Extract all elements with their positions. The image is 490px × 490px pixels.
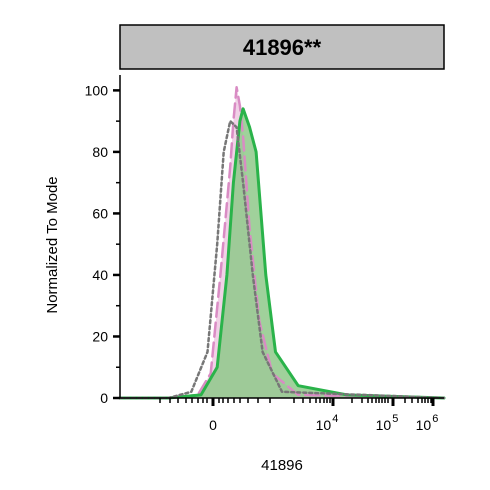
x-axis-title: 41896 xyxy=(261,457,303,474)
x-tick-label: 0 xyxy=(209,417,217,433)
y-tick-label: 60 xyxy=(92,205,108,221)
y-tick-label: 40 xyxy=(92,267,108,283)
axes-layer xyxy=(119,75,444,399)
series-dashed-line xyxy=(118,86,446,400)
x-tick-layer: 0 104 105 106 xyxy=(159,398,439,433)
series-dotted-line xyxy=(118,119,446,400)
x-tick-label: 106 xyxy=(416,413,439,433)
y-tick-label: 100 xyxy=(85,82,109,98)
x-tick-exponent: 5 xyxy=(392,413,398,425)
y-tick-label: 20 xyxy=(92,328,108,344)
title-box xyxy=(119,24,445,70)
series-dashed-fill xyxy=(120,87,444,399)
y-tick-label: 80 xyxy=(92,144,108,160)
chart-title-panel: 41896** xyxy=(119,24,445,70)
x-tick-label: 105 xyxy=(376,413,399,433)
y-tick-label: 0 xyxy=(100,390,108,406)
series-solid-line xyxy=(118,107,446,400)
x-tick-exponent: 4 xyxy=(332,413,338,425)
y-tick-layer: 0 20 40 60 80 100 xyxy=(85,82,120,406)
chart-title: 41896** xyxy=(243,35,322,60)
series-layer xyxy=(118,86,446,400)
y-axis-title: Normalized To Mode xyxy=(44,176,61,313)
series-solid-fill xyxy=(120,108,444,399)
x-tick-exponent: 6 xyxy=(432,413,438,425)
x-tick-label: 104 xyxy=(316,413,339,433)
